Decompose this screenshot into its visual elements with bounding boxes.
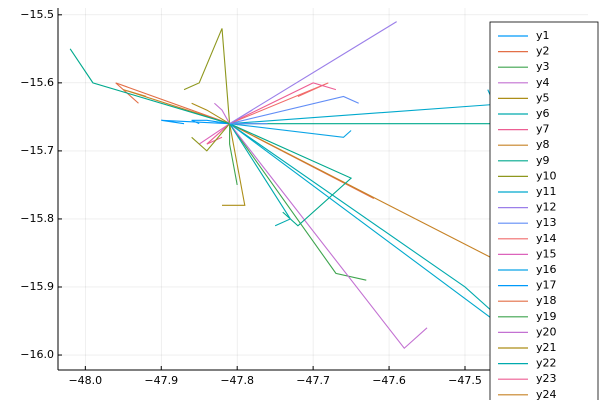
- series-line: [229, 109, 253, 125]
- y-tick-label: −15.5: [20, 8, 54, 21]
- lines: [69, 21, 542, 356]
- x-tick-label: −47.5: [448, 374, 482, 387]
- axes: −48.0 −47.9 −47.8 −47.7 −47.6 −47.5 −15.5 −15.6…: [20, 8, 588, 387]
- legend-label: y20: [536, 325, 557, 338]
- legend-label: y9: [536, 154, 550, 167]
- series-line: [191, 102, 230, 125]
- y-tick-label: −15.8: [20, 212, 54, 225]
- series-line: [229, 123, 238, 186]
- series-line: [69, 48, 519, 125]
- legend-label: y22: [536, 357, 557, 370]
- legend-label: y1: [536, 29, 550, 42]
- legend: y1 y2 y3 y4 y5 y6 y7 y8 y9 y10 y11 y12 y13 y14 y15 y16 y…: [489, 21, 599, 400]
- legend-label: y2: [536, 45, 550, 58]
- legend-label: y16: [536, 263, 557, 276]
- legend-label: y6: [536, 107, 550, 120]
- series-line: [191, 123, 231, 152]
- series-line: [222, 123, 246, 206]
- legend-label: y15: [536, 247, 557, 260]
- series-line: [229, 82, 337, 125]
- series-line: [229, 21, 397, 125]
- legend-label: y10: [536, 169, 557, 182]
- legend-label: y21: [536, 341, 557, 354]
- series-line: [229, 123, 504, 322]
- series-line: [123, 89, 230, 125]
- legend-label: y24: [536, 388, 557, 400]
- legend-label: y11: [536, 185, 557, 198]
- legend-label: y3: [536, 60, 550, 73]
- series-line: [229, 82, 329, 125]
- legend-label: y7: [536, 123, 550, 136]
- y-tick-label: −15.6: [20, 76, 54, 89]
- x-tick-label: −47.8: [220, 374, 254, 387]
- x-tick-label: −47.9: [144, 374, 178, 387]
- series-line: [229, 123, 496, 261]
- series-line: [206, 123, 230, 145]
- series-line: [183, 28, 231, 124]
- series-line: [229, 123, 353, 227]
- series-line: [198, 123, 230, 145]
- y-tick-label: −15.7: [20, 144, 54, 157]
- legend-box: [489, 21, 599, 400]
- y-tick-label: −16.0: [20, 348, 54, 361]
- series-line: [229, 123, 292, 227]
- x-tick-label: −48.0: [68, 374, 102, 387]
- legend-label: y8: [536, 138, 550, 151]
- series-line: [115, 82, 230, 125]
- x-tick-label: −47.7: [296, 374, 330, 387]
- series-line: [214, 102, 231, 124]
- y-tick-label: −15.9: [20, 280, 54, 293]
- series-line: [229, 95, 359, 125]
- series-line: [161, 119, 230, 125]
- x-tick-label: −47.6: [372, 374, 406, 387]
- legend-label: y13: [536, 216, 557, 229]
- legend-label: y23: [536, 372, 557, 385]
- series-line: [229, 123, 367, 281]
- legend-label: y4: [536, 76, 550, 89]
- legend-label: y19: [536, 310, 557, 323]
- legend-label: y12: [536, 201, 557, 214]
- legend-label: y17: [536, 279, 557, 292]
- series-line: [229, 123, 428, 350]
- series-line: [229, 123, 352, 138]
- legend-label: y18: [536, 294, 557, 307]
- legend-label: y14: [536, 232, 557, 245]
- series-line: [229, 123, 542, 356]
- legend-label: y5: [536, 91, 550, 104]
